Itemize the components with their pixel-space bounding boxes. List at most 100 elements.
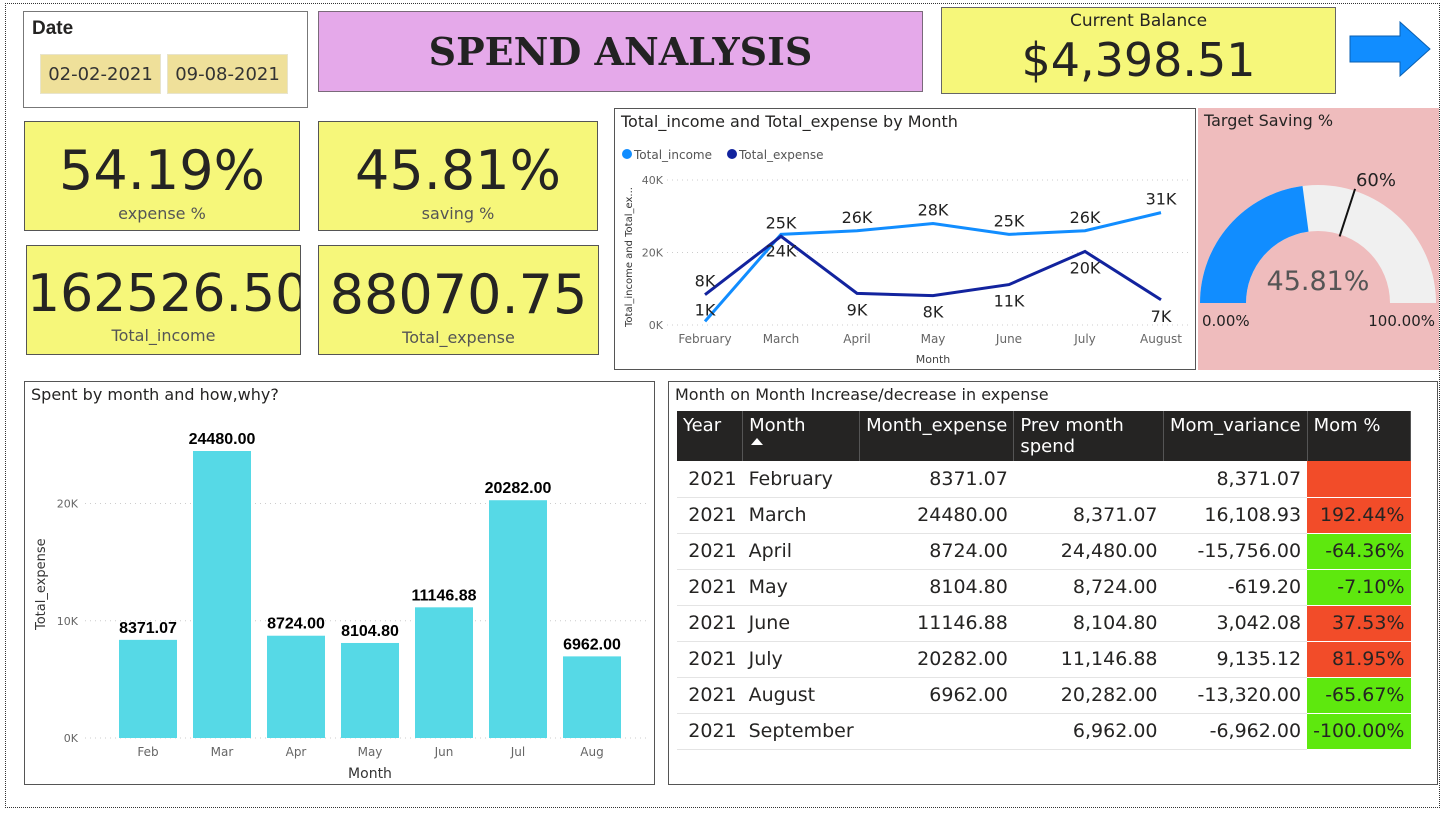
x-tick-label: Feb	[137, 745, 158, 759]
data-label: 11146.88	[412, 587, 477, 604]
table-cell: August	[742, 677, 860, 714]
series-line-total_expense	[704, 234, 1162, 302]
bar	[119, 639, 177, 738]
table-cell: -13,320.00	[1163, 677, 1308, 714]
data-label: 7K	[1151, 307, 1172, 326]
table-cell: -65.67%	[1307, 677, 1411, 714]
y-tick-label: 20K	[642, 247, 664, 260]
saving-pct-card: 45.81% saving %	[318, 121, 598, 231]
table-row: 2021 February 8371.07 8,371.07	[677, 461, 1411, 498]
x-tick-label: March	[763, 332, 800, 346]
balance-label: Current Balance	[1069, 11, 1208, 31]
expense-pct-card: 54.19% expense %	[24, 121, 300, 231]
y-axis-label: Total_income and Total_ex...	[624, 187, 635, 328]
table-cell: September	[742, 713, 860, 750]
table-cell: 3,042.08	[1163, 605, 1308, 642]
table-cell	[1013, 461, 1164, 498]
data-label: 8371.07	[119, 620, 177, 637]
series-line-total_income	[703, 211, 1162, 323]
mom-table-panel: Month on Month Increase/decrease in expe…	[668, 381, 1438, 785]
kpi-value: 162526.50	[27, 264, 301, 324]
column-header[interactable]: Mom_variance	[1163, 411, 1308, 461]
table-cell: 9,135.12	[1163, 641, 1308, 678]
arrow-right-icon[interactable]	[1348, 20, 1432, 78]
chart-title: Spent by month and how,why?	[31, 385, 279, 404]
legend-expense-label: Total_expense	[738, 148, 824, 162]
table-cell	[1307, 461, 1411, 498]
bar	[489, 500, 547, 738]
data-label: 26K	[842, 208, 873, 227]
sort-ascending-icon	[751, 438, 764, 445]
y-tick-label: 0K	[64, 732, 79, 745]
y-tick-label: 40K	[642, 174, 664, 187]
table-cell: 2021	[677, 497, 743, 534]
column-header[interactable]: Year	[677, 411, 744, 461]
total-income-card: 162526.50 Total_income	[26, 245, 301, 355]
y-axis-label: Total_expense	[34, 538, 49, 631]
data-label: 8K	[695, 272, 716, 291]
data-label: 26K	[1070, 208, 1101, 227]
table-cell: -64.36%	[1307, 533, 1411, 570]
table-title: Month on Month Increase/decrease in expe…	[675, 385, 1049, 404]
data-label: 20282.00	[485, 480, 552, 497]
table-cell: 20282.00	[859, 641, 1014, 678]
bar	[563, 656, 621, 738]
line-chart-svg: Total_income Total_expense 0K 20K 40K Total_i…	[622, 148, 1190, 366]
data-label: 1K	[695, 300, 716, 319]
table-cell: -619.20	[1163, 569, 1308, 606]
table-cell: 8,371.07	[1013, 497, 1164, 534]
table-cell: -100.00%	[1307, 713, 1411, 750]
table-cell: 11,146.88	[1013, 641, 1164, 678]
table-cell: 8371.07	[859, 461, 1014, 498]
table-cell: 16,108.93	[1163, 497, 1308, 534]
gauge-max-label: 100.00%	[1368, 312, 1435, 330]
table-cell: 2021	[677, 569, 743, 606]
bar	[193, 451, 251, 738]
x-tick-label: June	[995, 332, 1022, 346]
column-header[interactable]: Mom %	[1307, 411, 1412, 461]
kpi-label: Total_income	[111, 326, 216, 345]
legend-income-label: Total_income	[633, 148, 712, 162]
kpi-label: expense %	[118, 204, 206, 223]
gauge-min-label: 0.00%	[1202, 312, 1250, 330]
table-cell: April	[742, 533, 860, 570]
gauge-target-label: 60%	[1356, 170, 1396, 191]
table-cell: February	[742, 461, 860, 498]
gauge-value-label: 45.81%	[1267, 266, 1370, 297]
table-cell: -15,756.00	[1163, 533, 1308, 570]
current-balance-card: Current Balance $4,398.51	[941, 7, 1336, 94]
bar	[341, 642, 399, 738]
table-row: 2021 September 6,962.00 -6,962.00 -100.00%	[677, 713, 1411, 750]
data-label: 8724.00	[267, 616, 325, 633]
table-cell: 2021	[677, 533, 743, 570]
data-label: 25K	[994, 211, 1025, 230]
x-tick-label: Aug	[580, 745, 603, 759]
data-label: 20K	[1070, 258, 1101, 277]
table-cell: July	[742, 641, 860, 678]
x-tick-label: Jul	[510, 745, 525, 759]
table-cell: 24,480.00	[1013, 533, 1164, 570]
end-date-input[interactable]: 09-08-2021	[167, 54, 288, 94]
column-header-label: Month	[749, 415, 806, 436]
canvas-frame	[5, 3, 1440, 808]
start-date-input[interactable]: 02-02-2021	[40, 54, 161, 94]
gauge-title: Target Saving %	[1204, 111, 1334, 130]
table-cell: 20,282.00	[1013, 677, 1164, 714]
table-cell: 8,104.80	[1013, 605, 1164, 642]
data-label: 31K	[1146, 190, 1177, 209]
x-tick-label: Jun	[434, 745, 454, 759]
column-header[interactable]: Prev month spend	[1013, 411, 1164, 461]
table-cell: March	[742, 497, 860, 534]
column-header[interactable]: Month	[742, 411, 861, 461]
table-cell: 37.53%	[1307, 605, 1411, 642]
data-label: 6962.00	[563, 636, 621, 653]
x-tick-label: February	[678, 332, 731, 346]
table-cell: 6962.00	[859, 677, 1014, 714]
legend-expense-marker	[727, 149, 737, 159]
table-cell: June	[742, 605, 860, 642]
data-label: 8104.80	[341, 623, 399, 640]
y-tick-label: 0K	[649, 319, 664, 332]
data-label: 24K	[766, 241, 797, 260]
target-saving-gauge: Target Saving % 60% 45.81% 0.00% 100.00%	[1198, 108, 1439, 370]
column-header[interactable]: Month_expense	[859, 411, 1015, 461]
